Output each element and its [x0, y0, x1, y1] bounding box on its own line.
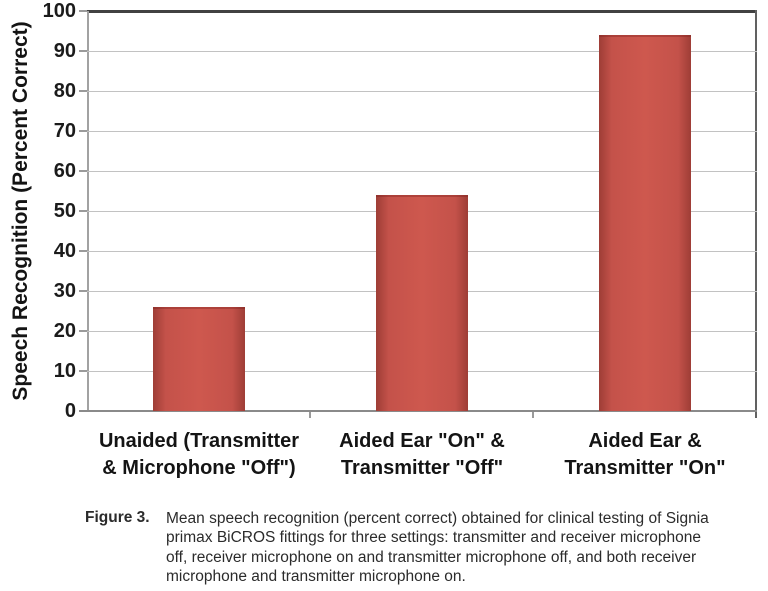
caption-line: microphone and transmitter microphone on… — [166, 567, 466, 585]
gridline — [87, 171, 757, 172]
y-tick-mark — [79, 170, 87, 172]
y-tick-mark — [79, 290, 87, 292]
y-tick-label: 30 — [53, 280, 76, 302]
y-tick-mark — [79, 330, 87, 332]
y-tick-label: 20 — [53, 320, 76, 342]
caption-line: off, receiver microphone on and transmit… — [166, 548, 697, 566]
caption-line: Mean speech recognition (percent correct… — [166, 510, 709, 527]
y-tick-mark — [79, 10, 87, 12]
y-tick-label: 60 — [53, 160, 76, 182]
y-tick-label: 80 — [53, 80, 76, 102]
gridline — [87, 51, 757, 52]
figure-caption-label: Figure 3. — [85, 509, 150, 526]
bar-unaided — [153, 307, 245, 411]
x-axis-label-aided-transmitter-on: Aided Ear & Transmitter "On" — [564, 430, 726, 479]
figure-caption-text: Mean speech recognition (percent correct… — [166, 509, 766, 586]
x-axis-tick — [309, 412, 311, 418]
plot-area — [87, 11, 757, 411]
y-tick-mark — [79, 250, 87, 252]
y-tick-label: 50 — [53, 200, 76, 222]
y-tick-mark — [79, 210, 87, 212]
plot-top-border — [87, 10, 757, 13]
x-axis-line — [79, 410, 757, 412]
y-tick-label: 40 — [53, 240, 76, 262]
y-tick-mark — [79, 50, 87, 52]
y-tick-label: 70 — [53, 120, 76, 142]
gridline — [87, 131, 757, 132]
y-tick-label: 10 — [53, 360, 76, 382]
y-tick-mark — [79, 130, 87, 132]
y-tick-mark — [79, 370, 87, 372]
x-axis-label-aided-transmitter-off: Aided Ear "On" & Transmitter "Off" — [339, 430, 505, 479]
plot-right-border — [755, 10, 757, 418]
x-axis-tick — [532, 412, 534, 418]
y-tick-label: 0 — [64, 400, 76, 422]
gridline — [87, 91, 757, 92]
bar-aided-transmitter-off — [376, 195, 468, 411]
bar-aided-transmitter-on — [599, 35, 691, 411]
y-tick-label: 100 — [42, 0, 76, 22]
y-tick-mark — [79, 90, 87, 92]
caption-line: primax BiCROS fittings for three setting… — [166, 529, 701, 547]
x-axis-label-unaided: Unaided (Transmitter & Microphone "Off") — [98, 430, 300, 479]
y-tick-label: 90 — [53, 40, 76, 62]
